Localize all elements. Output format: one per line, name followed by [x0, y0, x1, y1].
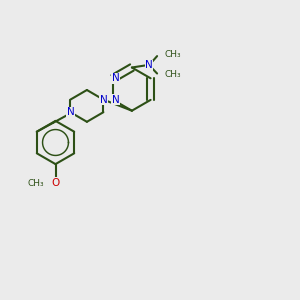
Text: CH₃: CH₃: [165, 50, 181, 59]
Text: N: N: [145, 60, 153, 70]
Text: CH₃: CH₃: [165, 70, 181, 80]
Text: N: N: [112, 73, 119, 83]
Text: O: O: [51, 178, 60, 188]
Text: N: N: [112, 95, 119, 105]
Text: N: N: [67, 107, 74, 117]
Text: CH₃: CH₃: [28, 178, 44, 188]
Text: N: N: [100, 94, 107, 105]
